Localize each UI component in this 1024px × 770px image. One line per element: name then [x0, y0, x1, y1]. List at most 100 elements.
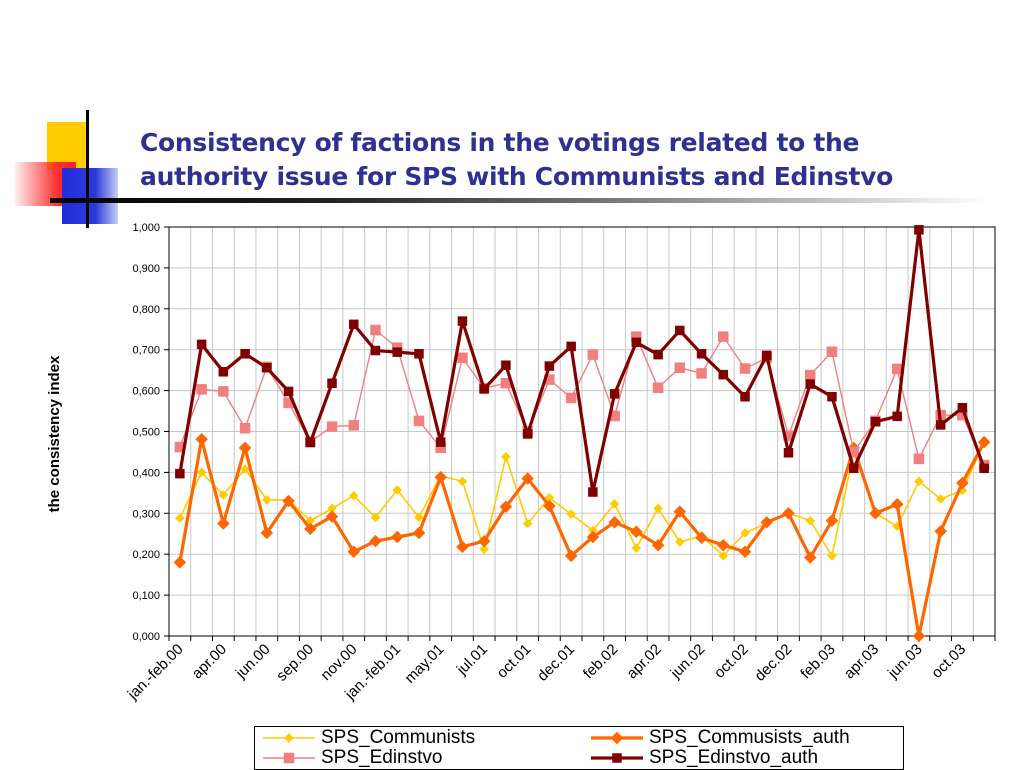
- data-point: [195, 432, 208, 446]
- data-point: [479, 384, 489, 394]
- data-point: [718, 331, 729, 342]
- data-point: [435, 437, 446, 447]
- legend-marker: [283, 752, 295, 764]
- y-tick-label: 0,700: [132, 345, 160, 357]
- legend-label: SPS_Communists: [321, 727, 476, 748]
- legend-item: SPS_Communists: [263, 727, 476, 748]
- data-point: [762, 350, 772, 361]
- data-point: [826, 346, 838, 357]
- x-tick-label: may.01: [402, 641, 448, 687]
- data-point: [327, 378, 337, 388]
- data-point: [414, 512, 424, 523]
- data-point: [651, 538, 665, 552]
- data-point: [238, 441, 252, 455]
- data-point: [305, 437, 316, 448]
- title-line-1: Consistency of factions in the votings r…: [140, 128, 860, 157]
- y-tick-label: 0,200: [132, 549, 160, 561]
- data-point: [565, 392, 577, 404]
- data-point: [652, 382, 664, 393]
- data-point: [326, 421, 338, 432]
- legend-item: SPS_Commusists_auth: [591, 727, 850, 748]
- decor-horizontal-line: [50, 198, 990, 203]
- data-point: [869, 506, 882, 520]
- series-SPS_Edinstvo_auth: [175, 225, 989, 497]
- data-point: [370, 512, 381, 523]
- data-point: [370, 324, 381, 336]
- legend-swatch: [591, 753, 643, 763]
- page-title: Consistency of factions in the votings r…: [140, 126, 1000, 194]
- data-point: [390, 530, 404, 544]
- data-point: [673, 505, 687, 519]
- data-point: [913, 453, 925, 465]
- data-point: [239, 422, 251, 434]
- data-point: [262, 362, 272, 373]
- x-tick-label: apr.02: [623, 641, 665, 683]
- data-point: [695, 531, 708, 545]
- data-point: [564, 549, 578, 563]
- data-point: [956, 476, 969, 490]
- data-point: [609, 389, 620, 399]
- data-point: [456, 540, 469, 554]
- data-point: [825, 514, 839, 528]
- data-point: [631, 543, 642, 553]
- legend-marker: [612, 753, 622, 763]
- data-point: [892, 411, 902, 422]
- data-point: [303, 522, 317, 536]
- data-point: [479, 544, 490, 555]
- data-point: [521, 472, 535, 485]
- data-point: [457, 476, 468, 487]
- title-line-2: authority issue for SPS with Communists …: [140, 162, 893, 191]
- data-point: [979, 463, 989, 474]
- data-point: [782, 506, 795, 520]
- y-tick-label: 0,800: [132, 304, 160, 316]
- series-SPS_Commusists_auth: [173, 432, 991, 643]
- legend-label: SPS_Edinstvo_auth: [649, 747, 819, 768]
- data-point: [522, 518, 533, 529]
- data-point: [543, 499, 556, 513]
- data-point: [629, 525, 643, 539]
- data-point: [240, 464, 250, 474]
- x-axis: jan.-feb.00 apr.00 jun.00 sep.00 nov.00jan.-…: [124, 636, 996, 704]
- data-point: [653, 349, 663, 360]
- data-point: [718, 550, 729, 561]
- x-tick-label: jun.00: [232, 641, 274, 683]
- data-point: [412, 526, 426, 540]
- data-point: [196, 467, 207, 478]
- data-point: [283, 386, 294, 397]
- data-point: [935, 420, 946, 430]
- data-point: [414, 349, 424, 359]
- x-tick-label: dec.01: [534, 641, 578, 685]
- data-point: [914, 476, 924, 487]
- legend-item: SPS_Edinstvo: [263, 747, 442, 768]
- x-tick-label: jun.02: [667, 641, 709, 683]
- x-tick-label: jul.01: [453, 641, 491, 679]
- legend-item: SPS_Edinstvo_auth: [591, 747, 819, 768]
- data-point: [369, 534, 382, 548]
- data-point: [392, 347, 402, 357]
- data-point: [240, 349, 250, 359]
- y-tick-label: 0,000: [132, 631, 160, 643]
- legend-swatch: [263, 752, 315, 764]
- data-point: [522, 429, 533, 439]
- x-tick-label: oct.02: [711, 641, 752, 682]
- y-tick-label: 0,600: [132, 386, 160, 398]
- legend: SPS_Communists SPS_Commusists_auth SPS_Edi…: [254, 726, 904, 770]
- data-point: [696, 368, 707, 379]
- data-point: [457, 352, 468, 364]
- y-tick-label: 0,300: [132, 508, 160, 520]
- data-point: [501, 360, 511, 370]
- data-point: [566, 509, 576, 519]
- data-point: [803, 551, 817, 564]
- y-tick-label: 0,900: [132, 263, 160, 275]
- data-point: [957, 403, 968, 413]
- data-point: [827, 550, 837, 561]
- data-point: [890, 497, 904, 511]
- data-point: [912, 629, 926, 643]
- series-line: [178, 228, 986, 494]
- data-point: [349, 319, 359, 330]
- data-point: [434, 470, 448, 484]
- data-point: [934, 524, 948, 538]
- data-point: [805, 379, 815, 389]
- x-tick-label: apr.00: [189, 641, 231, 683]
- legend-swatch: [263, 733, 315, 743]
